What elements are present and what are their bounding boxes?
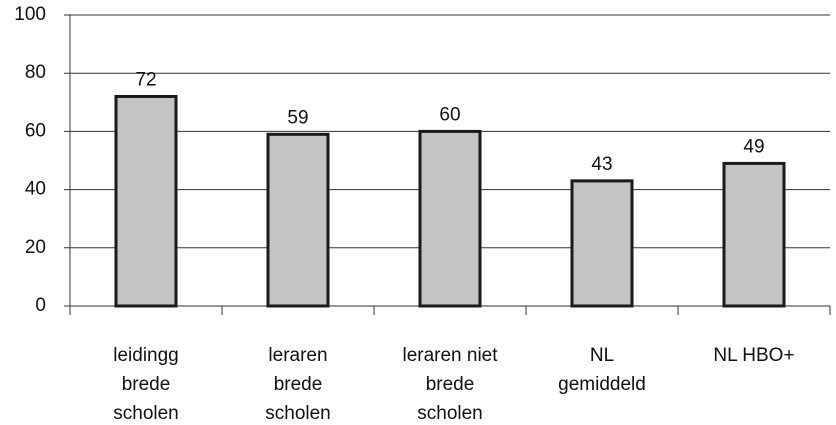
data-label: 59 <box>287 107 308 128</box>
x-tick-label: leidingg <box>113 345 179 366</box>
x-tick-label: scholen <box>417 403 483 424</box>
data-label: 72 <box>135 69 156 90</box>
x-tick-label: gemiddeld <box>558 374 646 395</box>
x-tick-label: brede <box>122 374 171 395</box>
data-label: 43 <box>591 154 612 175</box>
bar <box>266 132 330 308</box>
x-tick-label: leraren niet <box>402 345 498 366</box>
y-tick-label: 80 <box>25 62 46 83</box>
bar <box>570 179 634 308</box>
x-tick-label: brede <box>274 374 323 395</box>
y-tick-label: 60 <box>25 120 46 141</box>
x-tick-label: NL <box>590 345 614 366</box>
bar <box>418 129 482 308</box>
y-tick-label: 20 <box>25 237 46 258</box>
x-tick-label: leraren <box>268 345 327 366</box>
y-tick-label: 40 <box>25 179 46 200</box>
data-label: 49 <box>743 136 764 157</box>
x-tick-label: scholen <box>265 403 331 424</box>
bar <box>722 161 786 308</box>
x-tick-label: scholen <box>113 403 179 424</box>
x-tick-label: NL HBO+ <box>713 345 794 366</box>
y-tick-label: 100 <box>14 4 46 25</box>
bar <box>114 94 178 308</box>
y-tick-label: 0 <box>35 295 46 316</box>
x-tick-label: brede <box>426 374 475 395</box>
data-label: 60 <box>439 104 460 125</box>
